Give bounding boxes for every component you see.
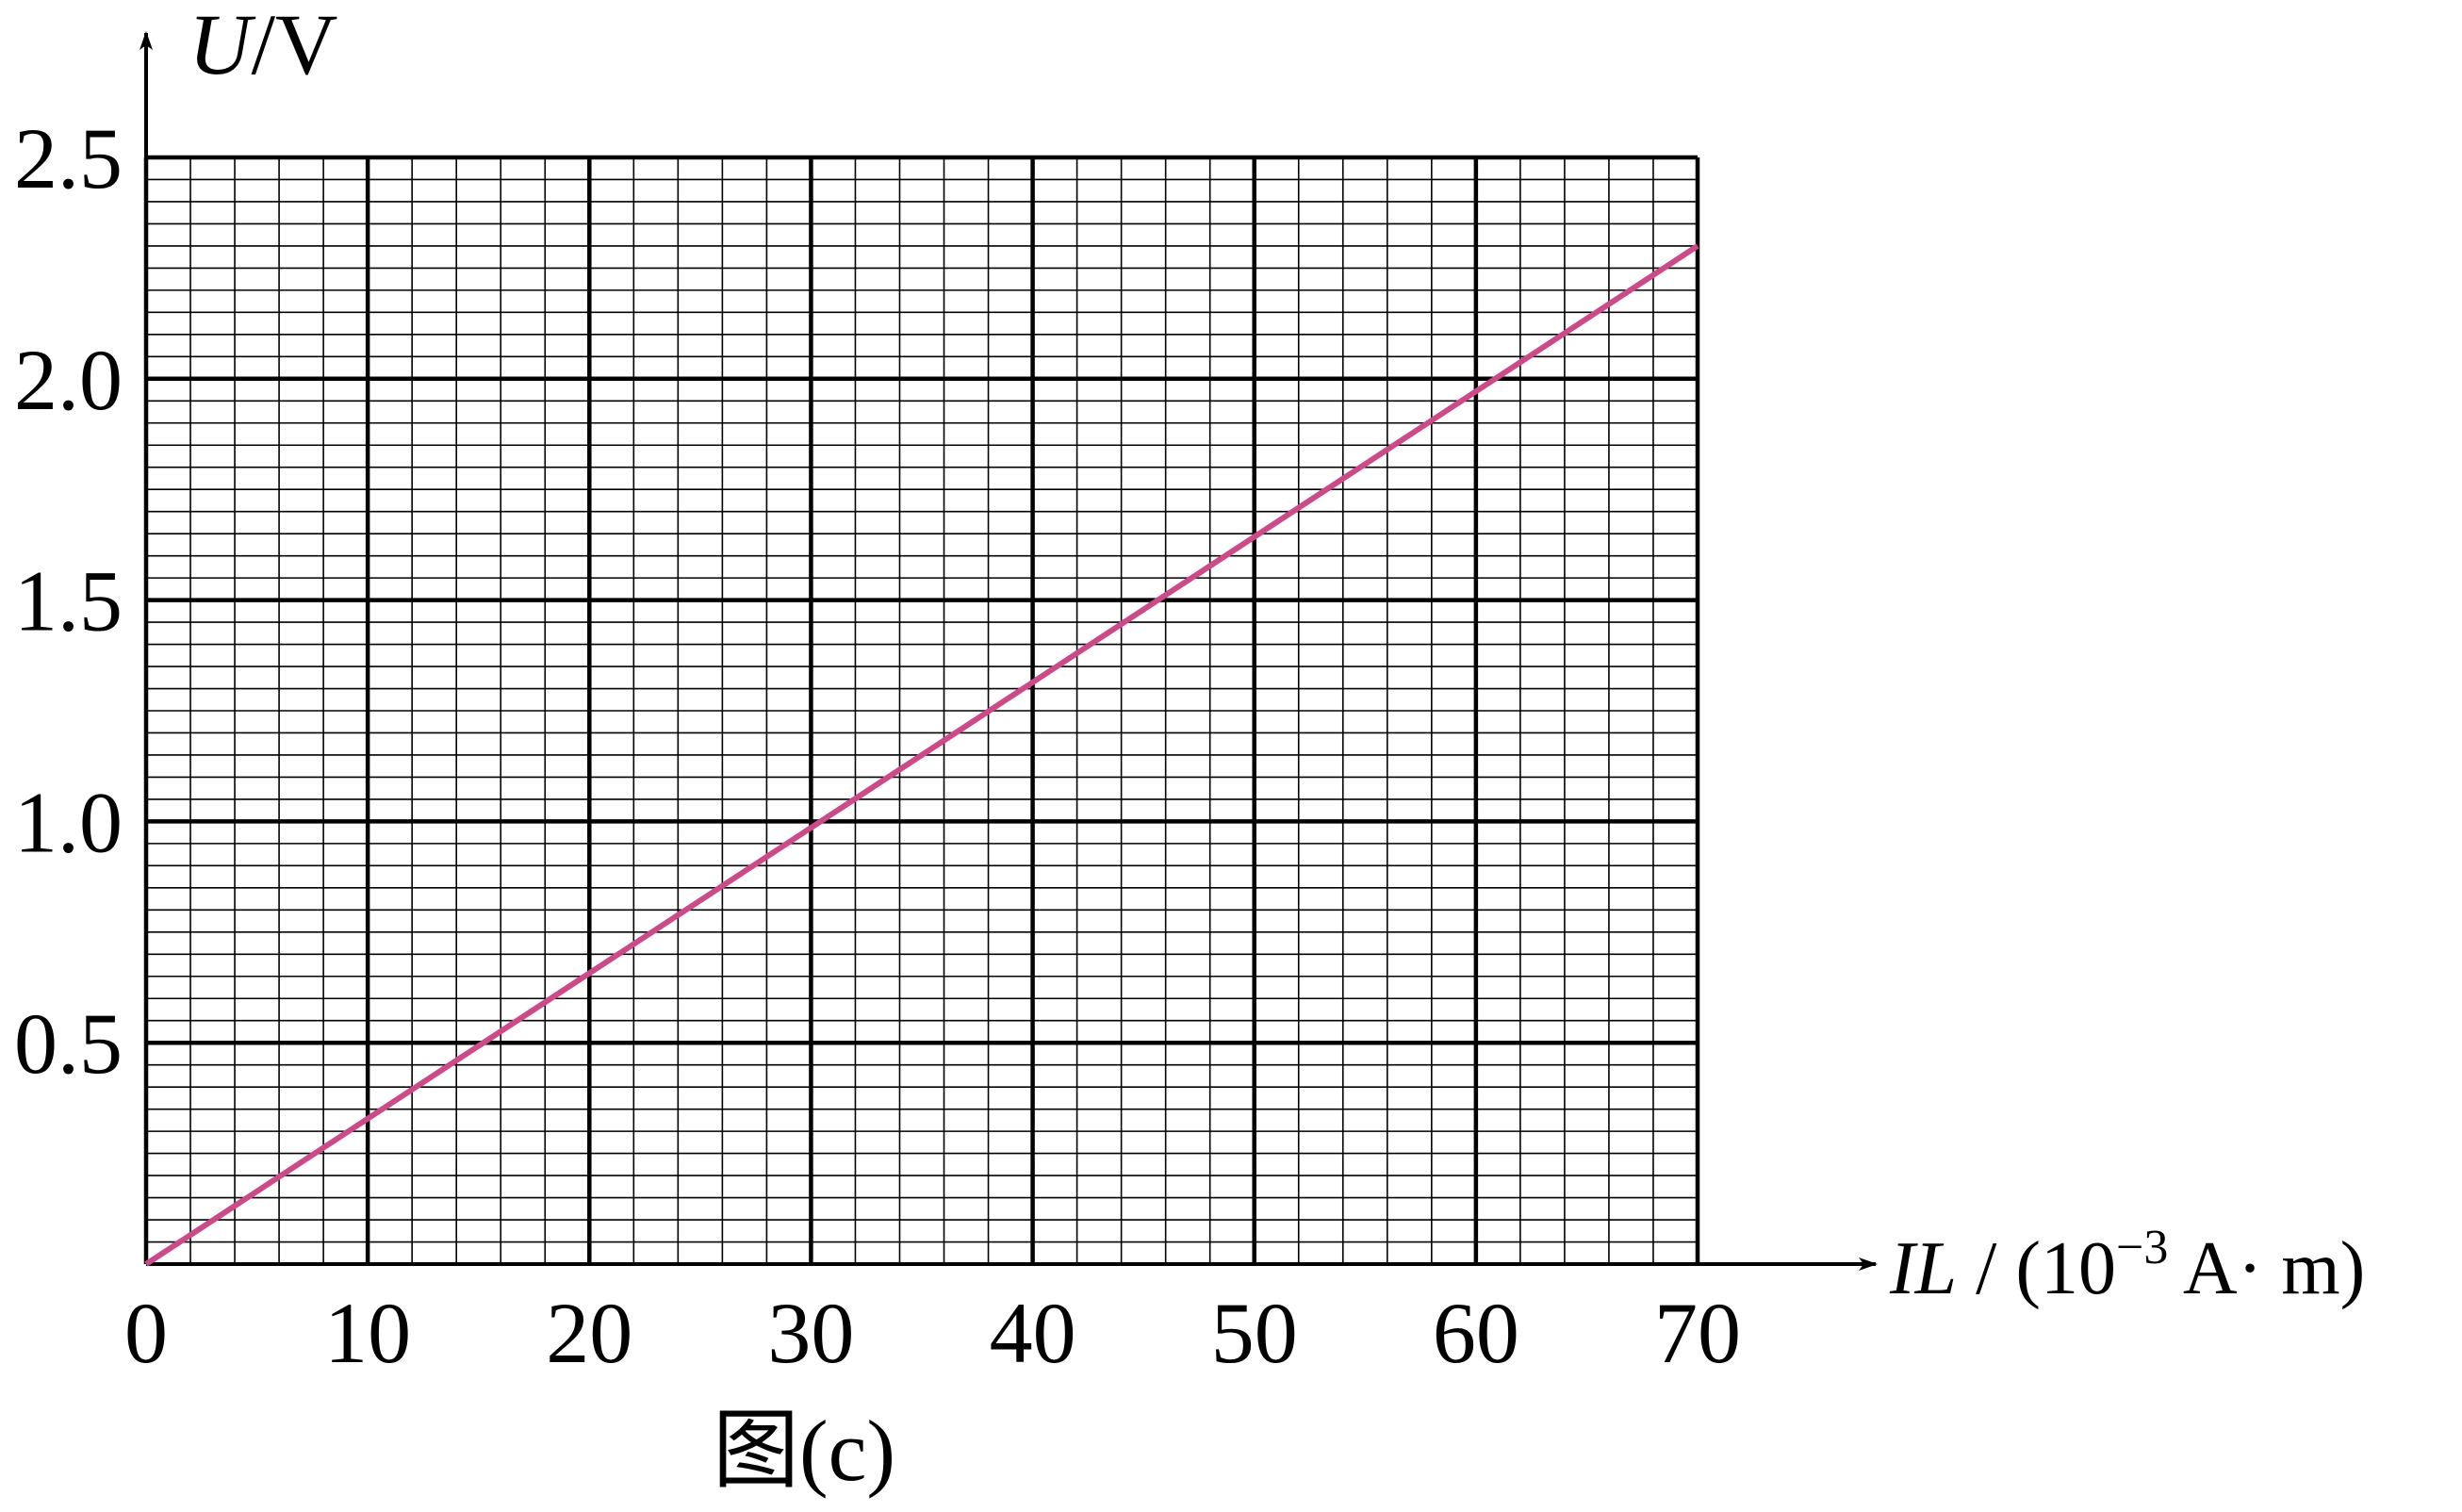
data-line <box>144 243 1699 1267</box>
grid <box>143 155 1700 1264</box>
x-label-var: IL <box>1889 1227 1957 1310</box>
caption: 图(c) <box>713 1403 895 1499</box>
x-tick-label: 60 <box>1433 1285 1519 1381</box>
x-label-unit: A· m) <box>2168 1227 2365 1310</box>
y-tick-label: 0.5 <box>14 995 123 1092</box>
x-tick-label: 20 <box>546 1285 632 1381</box>
x-tick-label: 40 <box>990 1285 1076 1381</box>
y-tick-label: 2.5 <box>14 110 123 206</box>
x-axis-label: IL / (10−3 A· m) <box>1889 1221 2365 1310</box>
x-label-unit: / (10 <box>1957 1227 2116 1310</box>
y-label-unit: /V <box>251 0 337 92</box>
y-tick-label: 1.5 <box>14 553 123 649</box>
y-label-var: U <box>189 0 256 92</box>
y-tick-label: 2.0 <box>14 332 123 428</box>
x-tick-label: 50 <box>1211 1285 1298 1381</box>
y-tick-label: 1.0 <box>14 774 123 870</box>
y-axis-label: U/V <box>189 0 337 92</box>
x-label-exp: −3 <box>2116 1221 2168 1274</box>
x-tick-label: 10 <box>324 1285 411 1381</box>
x-tick-label: 0 <box>124 1285 168 1381</box>
x-tick-label: 70 <box>1654 1285 1741 1381</box>
x-tick-label: 30 <box>767 1285 854 1381</box>
